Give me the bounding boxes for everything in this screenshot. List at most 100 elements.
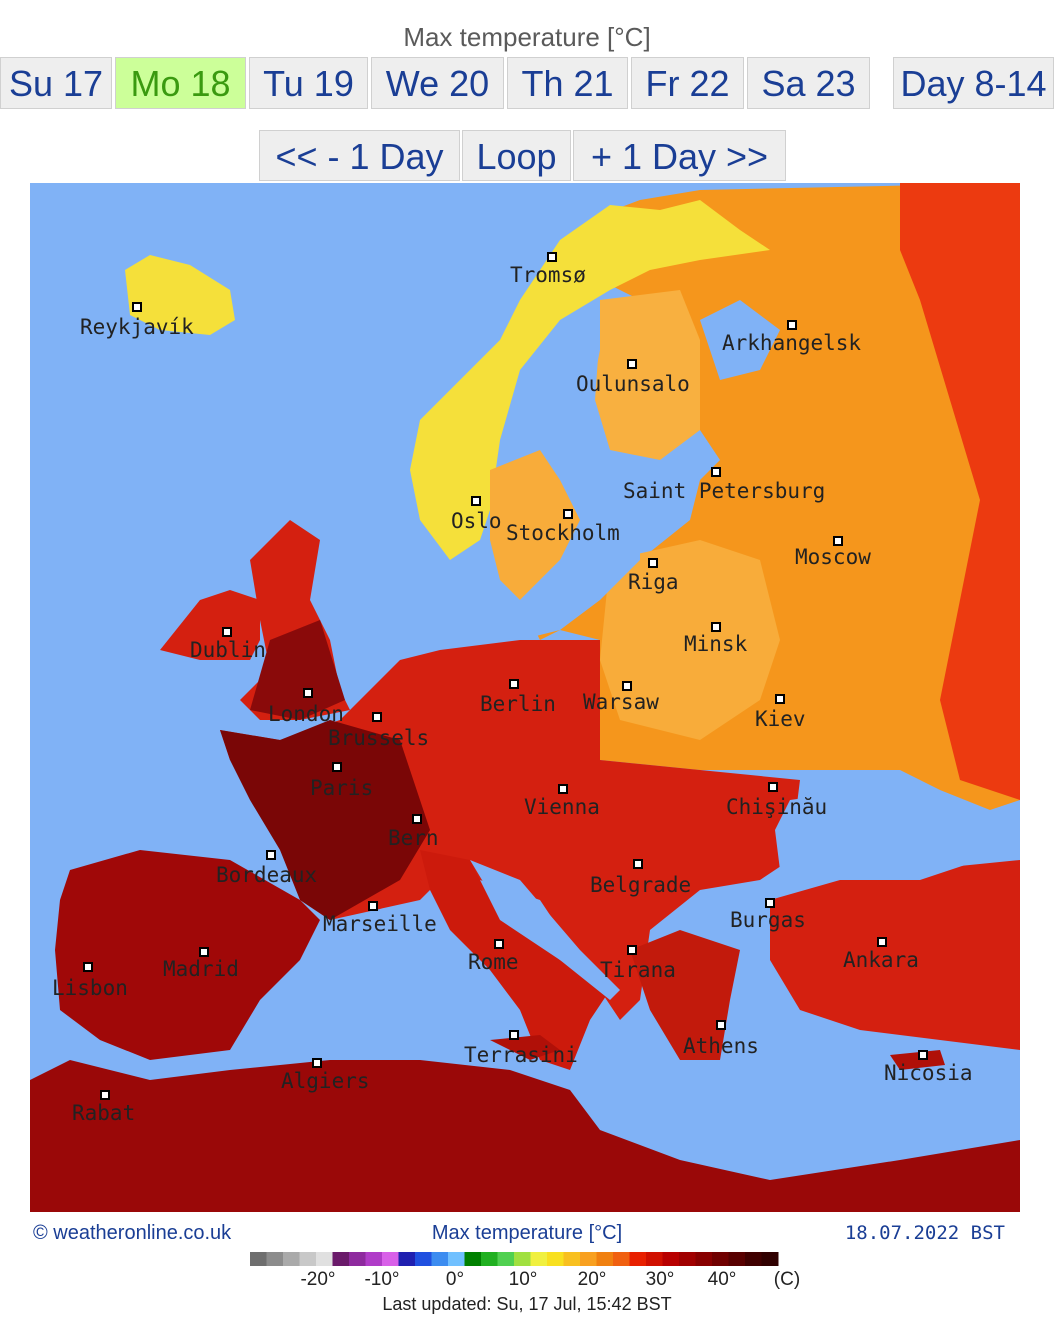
city-marker: [558, 784, 568, 794]
city-marker: [833, 536, 843, 546]
nav-button[interactable]: Loop: [462, 130, 571, 181]
legend-swatch: [481, 1252, 498, 1266]
sea: [450, 470, 700, 640]
city-marker: [372, 712, 382, 722]
city-marker: [627, 945, 637, 955]
legend-swatch: [431, 1252, 449, 1266]
legend-swatch: [299, 1252, 317, 1266]
city-label: Tirana: [600, 958, 676, 982]
city-label: Athens: [683, 1034, 759, 1058]
city-label: Bordeaux: [216, 863, 317, 887]
footer-title: Max temperature [°C]: [432, 1222, 622, 1244]
legend-swatch: [596, 1252, 614, 1266]
city-marker: [633, 859, 643, 869]
day-tab[interactable]: Sa 23: [747, 57, 870, 109]
legend-swatch: [695, 1252, 713, 1266]
legend-swatch: [266, 1252, 284, 1266]
city-label: Dublin: [190, 638, 266, 662]
city-marker: [547, 252, 557, 262]
legend-swatch: [580, 1252, 597, 1266]
city-label: Stockholm: [506, 521, 620, 545]
city-label: Moscow: [795, 545, 871, 569]
legend-swatch: [398, 1252, 416, 1266]
land: [410, 200, 770, 560]
city-label: Ankara: [843, 948, 919, 972]
legend-swatch: [547, 1252, 564, 1266]
legend-label: 30°: [646, 1269, 675, 1290]
city-marker: [222, 627, 232, 637]
legend-swatch: [415, 1252, 432, 1266]
city-label: Lisbon: [52, 976, 128, 1000]
day-tab[interactable]: Th 21: [507, 57, 628, 109]
legend-swatch: [662, 1252, 680, 1266]
legend-swatch: [365, 1252, 383, 1266]
city-label: Kiev: [755, 707, 806, 731]
land: [490, 1035, 560, 1060]
legend-label: -10°: [364, 1269, 399, 1290]
legend: -20° -10° 0° 10° 20° 30° 40° (C): [250, 1252, 800, 1290]
city-label: Algiers: [281, 1069, 370, 1093]
city-label: Paris: [310, 776, 373, 800]
city-marker: [918, 1050, 928, 1060]
city-label: Bern: [388, 826, 439, 850]
land: [55, 850, 320, 1060]
city-marker: [765, 898, 775, 908]
city-marker: [622, 681, 632, 691]
city-label: Brussels: [328, 726, 429, 750]
legend-swatch: [283, 1252, 300, 1266]
legend-swatch: [514, 1252, 531, 1266]
city-layer: Tromsø Reykjavík Arkhangelsk Oulunsalo Saint…: [52, 252, 973, 1125]
nav-button[interactable]: + 1 Day >>: [573, 130, 786, 181]
city-marker: [303, 688, 313, 698]
footer-source: © weatheronline.co.uk: [33, 1222, 232, 1244]
city-label: Warsaw: [583, 690, 659, 714]
land: [420, 850, 610, 1070]
day-tab[interactable]: We 20: [371, 57, 504, 109]
city-marker: [100, 1090, 110, 1100]
day-tab[interactable]: Day 8-14: [893, 57, 1054, 109]
city-label: London: [268, 702, 344, 726]
city-label: Rome: [468, 950, 519, 974]
page-title: Max temperature [°C]: [403, 22, 651, 52]
land: [630, 930, 740, 1060]
legend-label: (C): [774, 1269, 800, 1290]
land: [160, 590, 260, 660]
day-tab[interactable]: Su 17: [0, 57, 112, 109]
land: [890, 1050, 945, 1070]
city-label: Reykjavík: [80, 315, 194, 339]
legend-swatch: [563, 1252, 581, 1266]
legend-swatch: [530, 1252, 548, 1266]
city-label: Burgas: [730, 908, 806, 932]
legend-label: 20°: [578, 1269, 607, 1290]
city-label: Vienna: [524, 795, 600, 819]
city-label: Berlin: [480, 692, 556, 716]
city-marker: [648, 558, 658, 568]
city-marker: [711, 622, 721, 632]
day-tab[interactable]: Tu 19: [249, 57, 368, 109]
city-marker: [368, 901, 378, 911]
land: [590, 290, 700, 460]
city-marker: [412, 814, 422, 824]
legend-swatch: [332, 1252, 350, 1266]
land: [125, 255, 235, 335]
city-marker: [312, 1058, 322, 1068]
day-tab[interactable]: Mo 18: [115, 57, 246, 109]
nav-button[interactable]: << - 1 Day: [259, 130, 460, 181]
legend-label: 40°: [708, 1269, 737, 1290]
map: Tromsø Reykjavík Arkhangelsk Oulunsalo Saint…: [30, 183, 1020, 1212]
day-tab[interactable]: Fr 22: [631, 57, 744, 109]
legend-label: 10°: [509, 1269, 538, 1290]
city-label: Terrasini: [464, 1043, 578, 1067]
city-label: Oulunsalo: [576, 372, 690, 396]
land: [250, 620, 345, 720]
legend-swatch: [613, 1252, 630, 1266]
legend-swatch: [448, 1252, 465, 1266]
city-marker: [716, 1020, 726, 1030]
legend-swatch: [646, 1252, 663, 1266]
sea: [545, 330, 610, 470]
city-label: Rabat: [72, 1101, 135, 1125]
legend-label: -20°: [300, 1269, 335, 1290]
legend-swatch: [464, 1252, 482, 1266]
legend-swatch: [728, 1252, 746, 1266]
legend-label: 0°: [446, 1269, 464, 1290]
